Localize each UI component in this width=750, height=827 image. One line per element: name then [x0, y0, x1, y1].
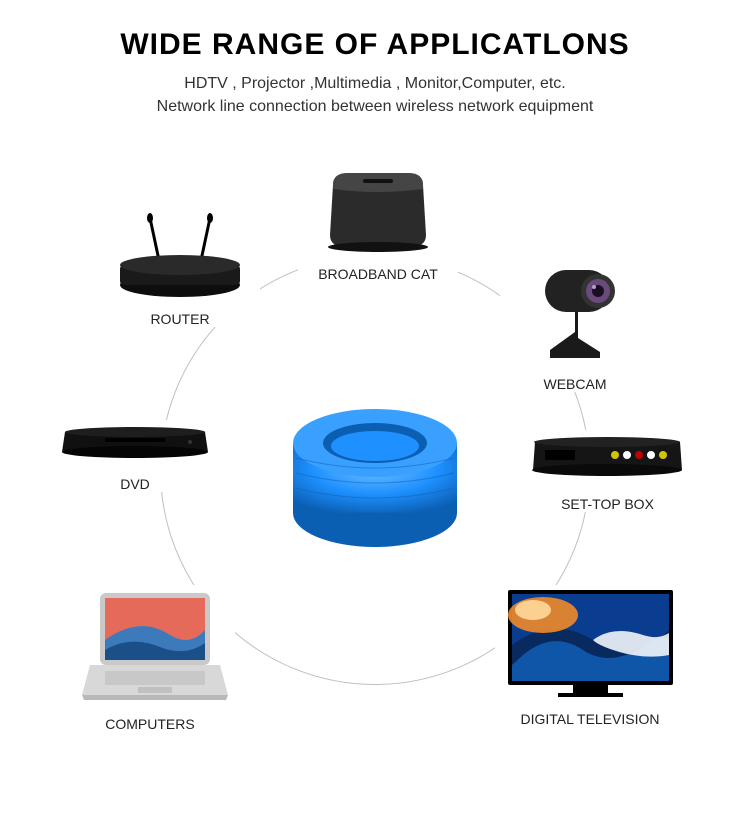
dvd-player-icon — [60, 420, 210, 470]
settop-label: SET-TOP BOX — [525, 496, 690, 512]
webcam-icon — [520, 260, 630, 370]
page-subtitle: HDTV , Projector ,Multimedia , Monitor,C… — [0, 72, 750, 118]
cable-coil-product — [288, 393, 463, 553]
node-settop: SET-TOP BOX — [525, 430, 690, 512]
subtitle-line-1: HDTV , Projector ,Multimedia , Monitor,C… — [184, 75, 565, 92]
broadband-label: BROADBAND CAT — [298, 266, 458, 282]
node-dvd: DVD — [55, 420, 215, 492]
application-diagram: ROUTER BROADBAND CAT WEBCAM — [0, 165, 750, 785]
header: WIDE RANGE OF APPLICATLONS HDTV , Projec… — [0, 0, 750, 118]
router-label: ROUTER — [100, 311, 260, 327]
tv-label: DIGITAL TELEVISION — [495, 711, 685, 727]
node-router: ROUTER — [100, 210, 260, 327]
webcam-label: WEBCAM — [500, 376, 650, 392]
tv-icon — [503, 585, 678, 705]
router-icon — [115, 210, 245, 305]
node-broadband: BROADBAND CAT — [298, 165, 458, 282]
node-webcam: WEBCAM — [500, 260, 650, 392]
node-computers: COMPUTERS — [65, 585, 235, 732]
settop-box-icon — [530, 430, 685, 490]
modem-icon — [318, 165, 438, 260]
subtitle-line-2: Network line connection between wireless… — [157, 98, 594, 115]
page-title: WIDE RANGE OF APPLICATLONS — [0, 28, 750, 62]
laptop-icon — [70, 585, 230, 710]
node-tv: DIGITAL TELEVISION — [495, 585, 685, 727]
dvd-label: DVD — [55, 476, 215, 492]
computers-label: COMPUTERS — [65, 716, 235, 732]
